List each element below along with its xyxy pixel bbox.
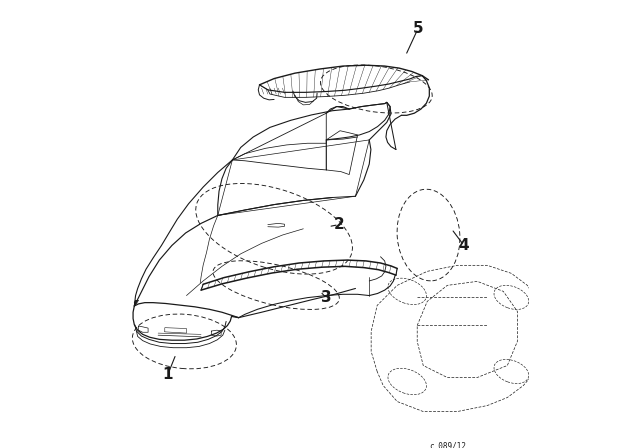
Text: 4: 4 — [459, 238, 469, 253]
Text: 1: 1 — [163, 367, 173, 382]
Text: 3: 3 — [321, 290, 332, 305]
Text: c_089/12: c_089/12 — [429, 442, 466, 448]
Text: 5: 5 — [413, 21, 424, 36]
Text: 2: 2 — [333, 217, 344, 232]
